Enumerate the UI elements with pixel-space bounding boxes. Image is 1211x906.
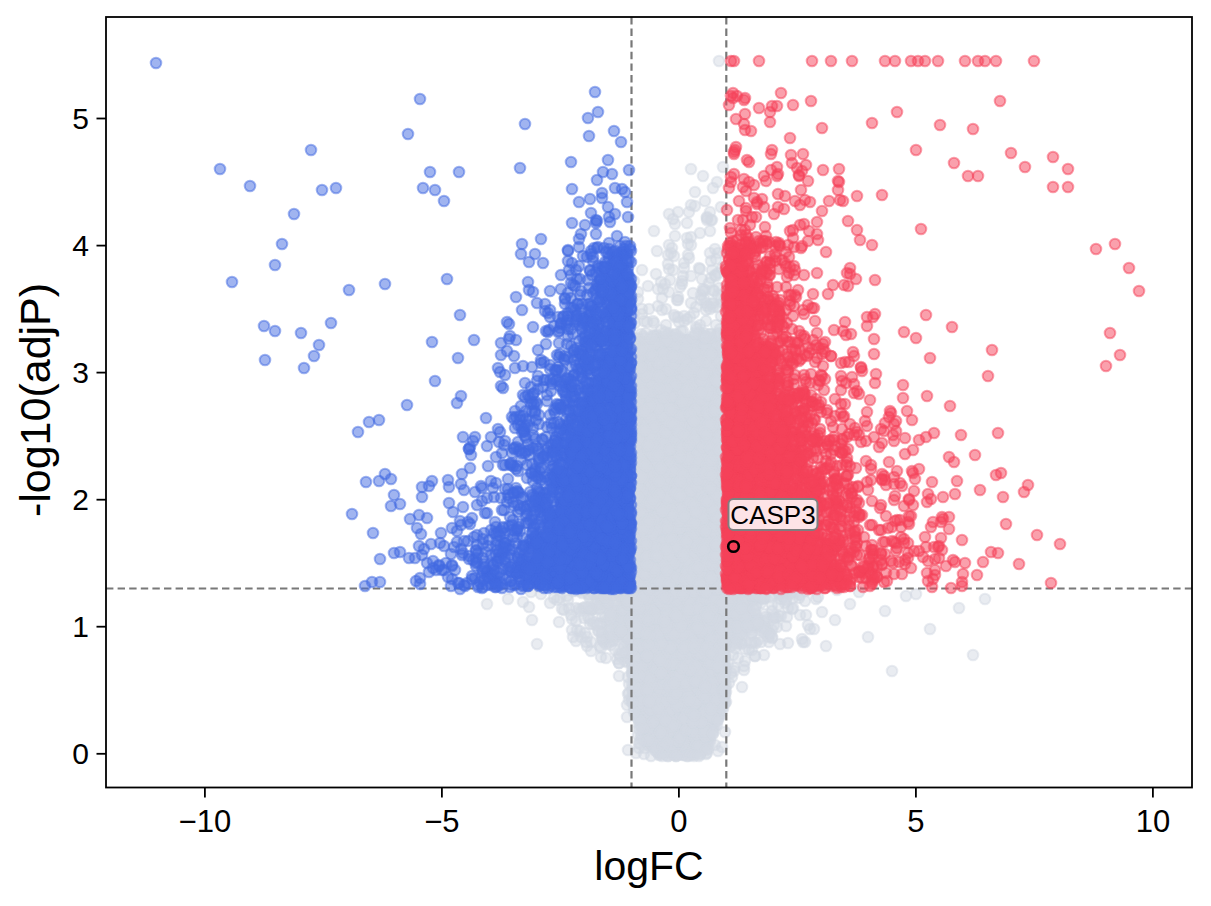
svg-text:0: 0 xyxy=(670,804,687,839)
svg-text:logFC: logFC xyxy=(594,843,703,889)
svg-text:10: 10 xyxy=(1136,804,1170,839)
svg-text:5: 5 xyxy=(907,804,924,839)
svg-text:−10: −10 xyxy=(179,804,232,839)
svg-text:−5: −5 xyxy=(424,804,459,839)
svg-text:-log10(adjP): -log10(adjP) xyxy=(11,283,59,517)
svg-text:3: 3 xyxy=(72,356,89,389)
svg-text:CASP3: CASP3 xyxy=(730,500,815,530)
svg-text:4: 4 xyxy=(72,229,89,262)
svg-text:5: 5 xyxy=(72,102,89,135)
svg-text:0: 0 xyxy=(72,737,89,770)
svg-text:1: 1 xyxy=(72,610,89,643)
svg-text:2: 2 xyxy=(72,483,89,516)
